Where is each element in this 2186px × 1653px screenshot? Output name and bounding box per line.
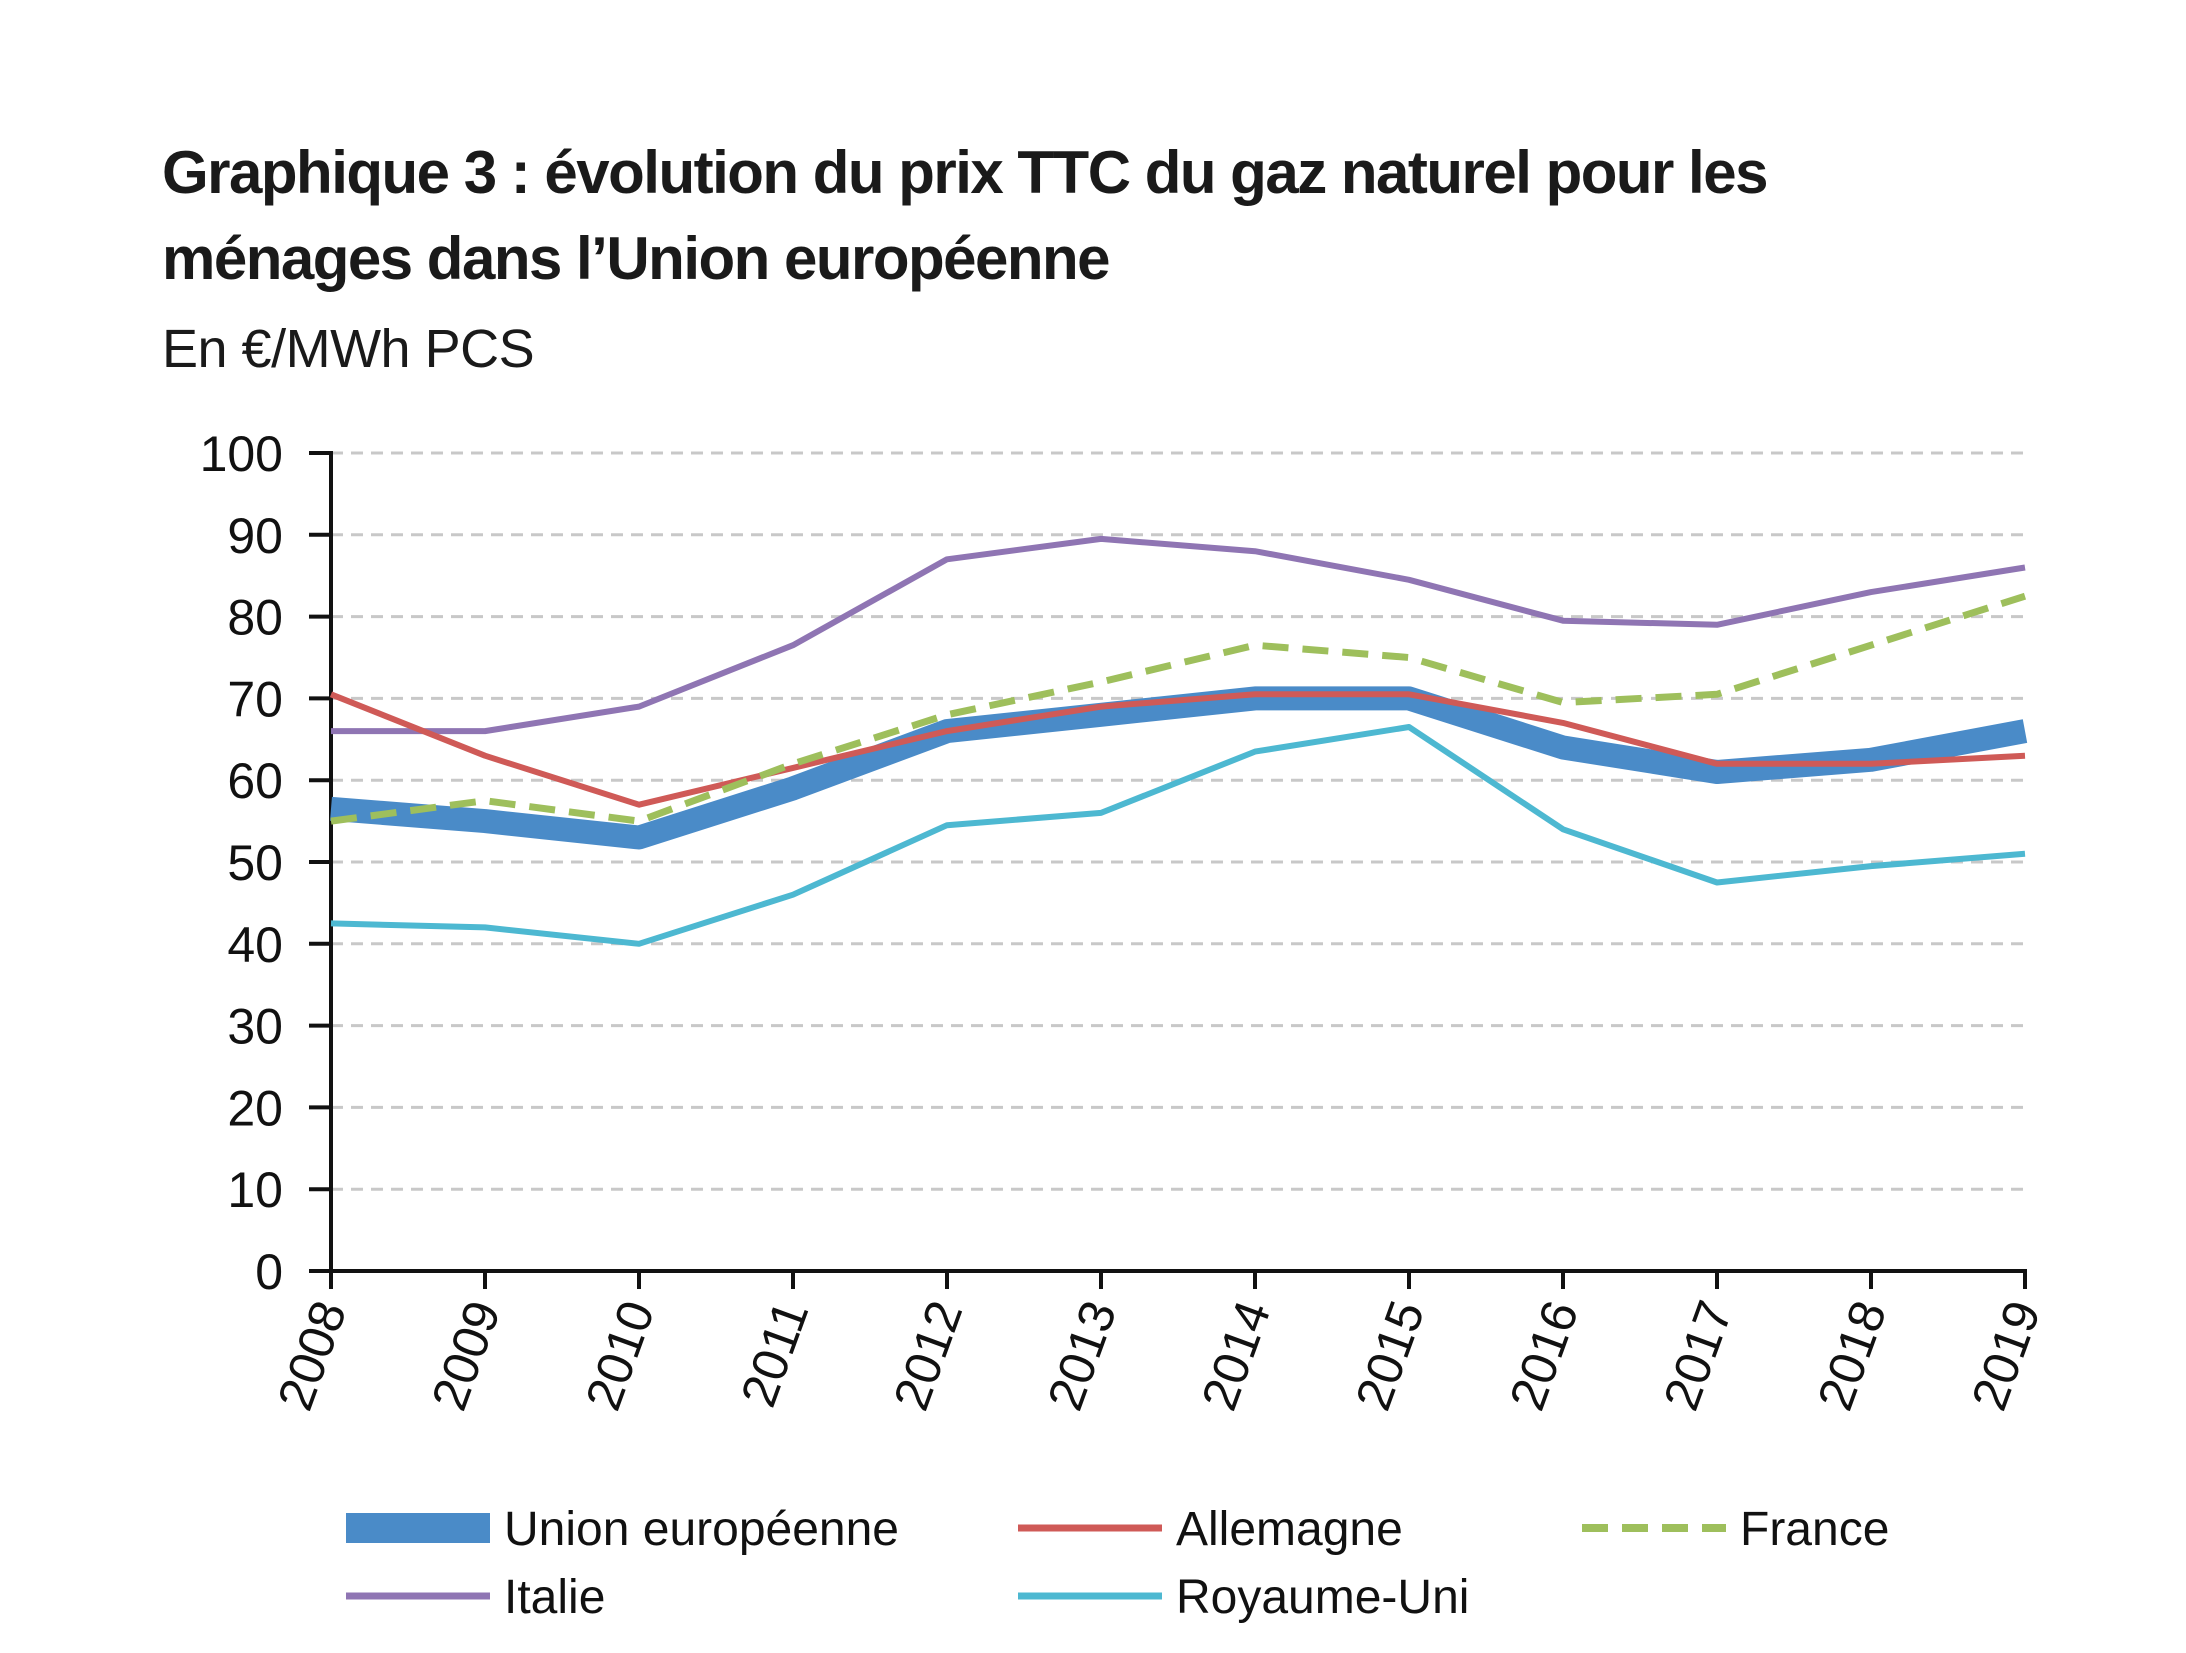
data-point <box>1560 720 1566 726</box>
data-point <box>2022 593 2028 599</box>
y-tick-label: 0 <box>255 1244 283 1300</box>
y-tick-label: 50 <box>227 835 283 891</box>
y-tick-label: 40 <box>227 917 283 973</box>
x-tick-label: 2009 <box>421 1294 512 1418</box>
legend-label: Italie <box>504 1571 605 1624</box>
data-point <box>1406 655 1412 661</box>
x-tick-label: 2019 <box>1961 1294 2052 1418</box>
data-point <box>328 691 334 697</box>
data-point <box>482 728 488 734</box>
y-tick-label: 90 <box>227 508 283 564</box>
data-point <box>1252 691 1258 697</box>
data-point <box>2022 851 2028 857</box>
y-tick-label: 80 <box>227 590 283 646</box>
x-tick-label: 2017 <box>1653 1294 1744 1418</box>
data-point <box>790 642 796 648</box>
data-point <box>1714 769 1720 775</box>
data-point <box>1868 589 1874 595</box>
y-tick-label: 100 <box>200 426 283 482</box>
series-line-union-europ-enne <box>330 686 2028 850</box>
data-point <box>1406 577 1412 583</box>
data-point <box>328 920 334 926</box>
x-tick-label: 2016 <box>1499 1294 1590 1418</box>
data-point <box>2022 753 2028 759</box>
data-point <box>1406 724 1412 730</box>
legend-label: Allemagne <box>1176 1503 1403 1556</box>
data-point <box>1868 642 1874 648</box>
data-point <box>2022 565 2028 571</box>
data-point <box>1252 749 1258 755</box>
x-tick-label: 2011 <box>730 1294 819 1414</box>
data-point <box>636 834 642 840</box>
x-tick-label: 2012 <box>883 1294 974 1418</box>
x-tick-label: 2010 <box>575 1294 666 1418</box>
series-line-royaume-uni <box>330 724 2026 947</box>
x-tick-label: 2015 <box>1345 1294 1436 1418</box>
data-point <box>1098 704 1104 710</box>
data-point <box>944 822 950 828</box>
y-tick-label: 30 <box>227 999 283 1055</box>
chart-title-line-1: Graphique 3 : évolution du prix TTC du g… <box>162 139 1768 206</box>
data-point <box>1098 679 1104 685</box>
data-point <box>1560 699 1566 705</box>
data-point <box>1714 691 1720 697</box>
data-point <box>790 785 796 791</box>
y-tick-label: 10 <box>227 1162 283 1218</box>
data-point <box>482 753 488 759</box>
data-point <box>328 728 334 734</box>
data-point <box>1868 863 1874 869</box>
data-point <box>636 802 642 808</box>
data-point <box>790 761 796 767</box>
data-point <box>1868 761 1874 767</box>
legend-item: Royaume-Uni <box>1018 1571 1469 1624</box>
legend-label: Royaume-Uni <box>1176 1571 1469 1624</box>
data-point <box>482 924 488 930</box>
data-point <box>636 704 642 710</box>
data-point <box>1560 618 1566 624</box>
y-tick-label: 20 <box>227 1080 283 1136</box>
data-point <box>636 941 642 947</box>
data-point <box>636 818 642 824</box>
legend-item: France <box>1582 1503 1889 1556</box>
series-line-allemagne <box>329 691 2026 808</box>
data-point <box>790 892 796 898</box>
y-tick-label: 70 <box>227 671 283 727</box>
data-point <box>944 728 950 734</box>
data-point <box>1406 691 1412 697</box>
data-point <box>482 798 488 804</box>
data-point <box>1098 536 1104 542</box>
data-point <box>1714 879 1720 885</box>
data-point <box>1714 622 1720 628</box>
x-tick-label: 2013 <box>1037 1294 1128 1418</box>
chart-subtitle: En €/MWh PCS <box>162 319 535 379</box>
legend-label: France <box>1740 1503 1889 1556</box>
x-tick-label: 2018 <box>1807 1294 1898 1418</box>
data-point <box>1098 712 1104 718</box>
data-point <box>1252 642 1258 648</box>
data-point <box>1714 761 1720 767</box>
x-tick-label: 2014 <box>1191 1294 1282 1418</box>
data-point <box>1560 744 1566 750</box>
data-point <box>944 712 950 718</box>
data-point <box>1252 548 1258 554</box>
chart-title-line-2: ménages dans l’Union européenne <box>162 225 1111 292</box>
legend-label: Union européenne <box>504 1503 899 1556</box>
legend-item: Italie <box>346 1571 605 1624</box>
data-point <box>1560 826 1566 832</box>
data-point <box>2022 728 2028 734</box>
legend-item: Union européenne <box>346 1503 899 1556</box>
data-point <box>328 806 334 812</box>
legend-item: Allemagne <box>1018 1503 1403 1556</box>
y-tick-label: 60 <box>227 753 283 809</box>
series-line-italie <box>331 535 2026 735</box>
data-point <box>482 818 488 824</box>
data-point <box>944 556 950 562</box>
x-tick-label: 2008 <box>267 1294 358 1418</box>
series-line-france <box>330 592 2027 825</box>
data-point <box>328 818 334 824</box>
data-point <box>1098 810 1104 816</box>
